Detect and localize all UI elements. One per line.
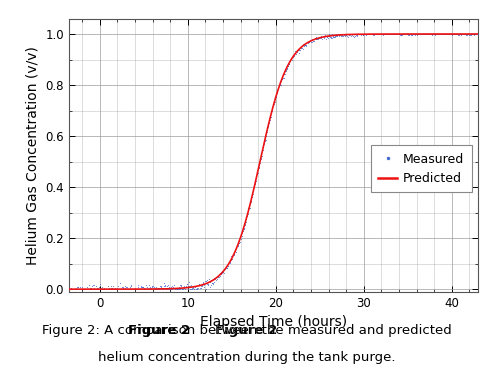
Text: Figure 2: Figure 2 — [129, 325, 191, 337]
Text: Figure 2: Figure 2 — [215, 325, 278, 337]
Text: Figure 2: A comparison between the measured and predicted: Figure 2: A comparison between the measu… — [41, 325, 452, 337]
Text: helium concentration during the tank purge.: helium concentration during the tank pur… — [98, 351, 395, 364]
Legend: Measured, Predicted: Measured, Predicted — [371, 145, 472, 193]
X-axis label: Elapsed Time (hours): Elapsed Time (hours) — [200, 315, 347, 329]
Y-axis label: Helium Gas Concentration (v/v): Helium Gas Concentration (v/v) — [26, 46, 40, 265]
Text: Figure 2: A comparison between the measured and predicted: Figure 2: A comparison between the measu… — [41, 325, 452, 337]
